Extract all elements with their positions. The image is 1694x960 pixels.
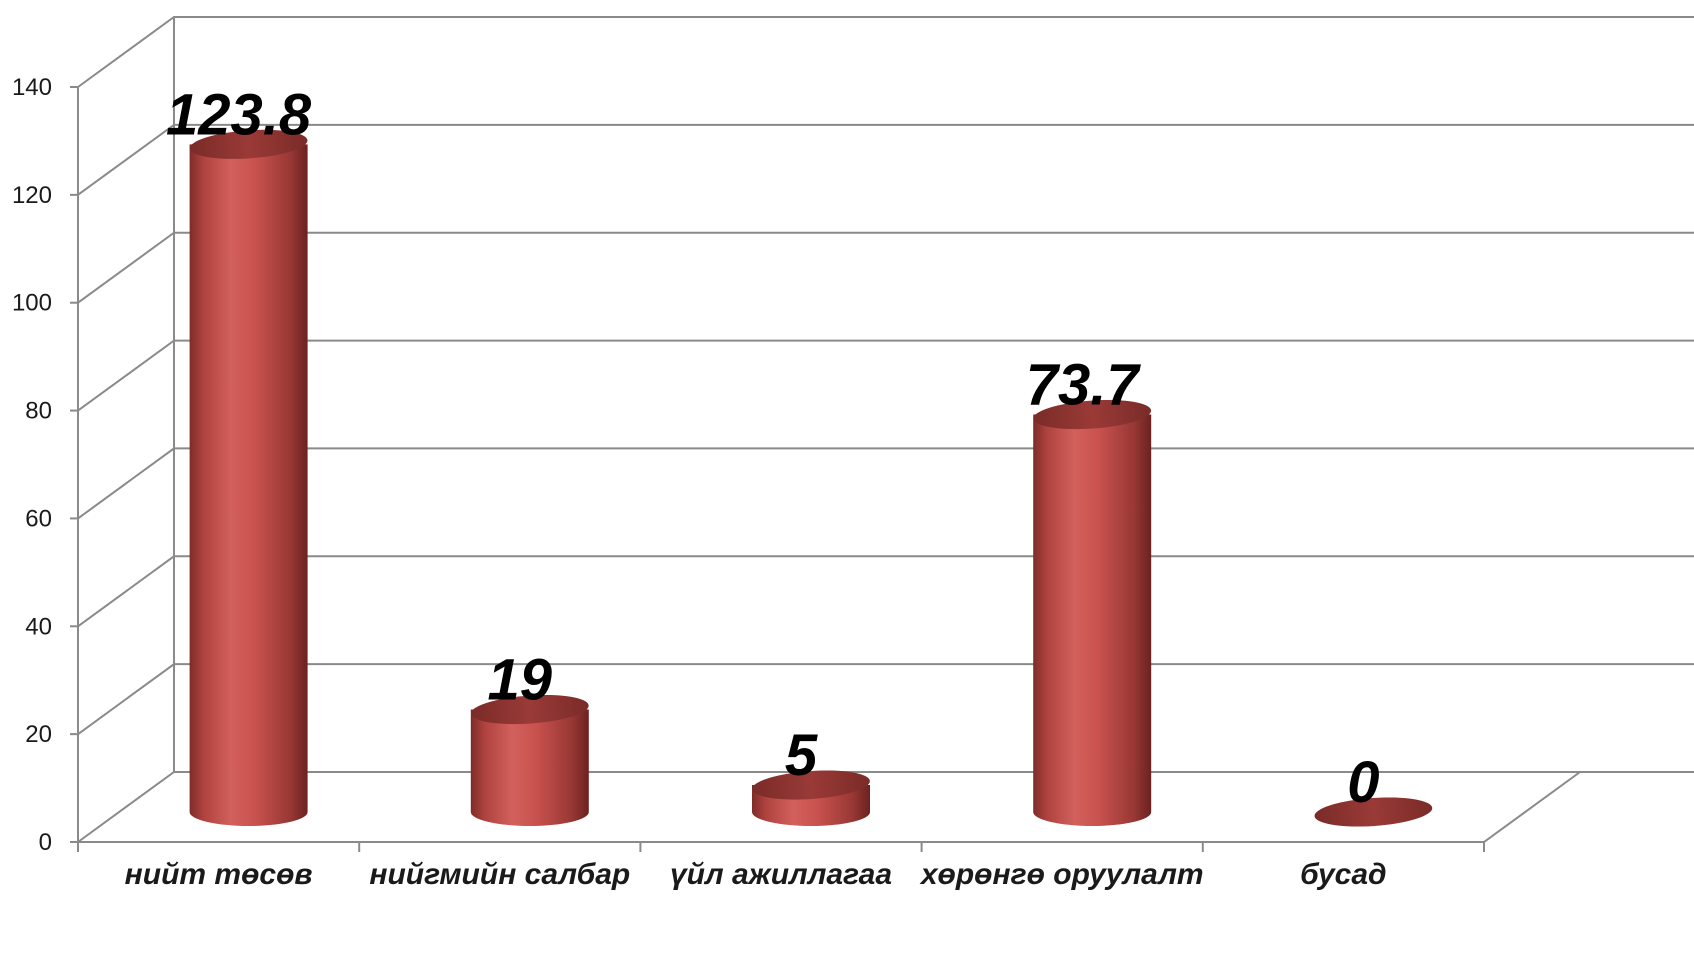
x-category-label: нийт төсөв	[125, 858, 313, 891]
bar-top	[1314, 797, 1433, 827]
y-tick-label: 140	[12, 74, 52, 101]
data-label: 19	[488, 648, 553, 713]
data-label: 123.8	[166, 82, 312, 147]
bar	[189, 129, 308, 827]
gridline	[77, 339, 1694, 412]
data-labels: 123.8 19 5 73.7 0	[166, 82, 1380, 815]
bar-body	[470, 709, 589, 827]
gridline	[77, 663, 1694, 735]
y-tick-label: 40	[25, 613, 52, 640]
y-tick-label: 80	[25, 398, 52, 425]
bar-top	[752, 770, 870, 800]
data-label: 0	[1347, 750, 1379, 815]
y-axis-tick-labels: 0 20 40 60 80 100 120 140	[12, 74, 52, 856]
x-axis-category-labels: нийт төсөв нийгмийн салбар үйл ажиллагаа хө…	[125, 858, 1387, 891]
bar	[470, 694, 589, 827]
bar-body	[189, 144, 308, 827]
x-category-label: нийгмийн салбар	[369, 858, 630, 891]
bars	[189, 129, 1433, 827]
y-tick-label: 20	[25, 721, 52, 748]
gridline	[77, 16, 1694, 88]
data-label: 73.7	[1026, 353, 1142, 418]
bar-top	[1033, 399, 1152, 430]
gridline	[77, 231, 1694, 304]
x-category-label: бусад	[1300, 858, 1386, 891]
gridline	[77, 123, 1694, 196]
bar-top	[470, 694, 589, 725]
x-category-label: хөрөнгө оруулалт	[919, 858, 1204, 891]
data-label: 5	[785, 723, 818, 788]
gridline	[77, 447, 1694, 520]
bar	[1314, 797, 1433, 827]
y-tick-label: 0	[39, 829, 52, 856]
bar	[752, 770, 870, 826]
gridlines	[77, 16, 1694, 735]
gridline	[77, 555, 1694, 628]
bar-top	[189, 129, 308, 159]
y-tick-label: 100	[12, 290, 52, 317]
y-tick-label: 60	[25, 505, 52, 532]
axes	[70, 17, 1694, 852]
y-tick-label: 120	[12, 182, 52, 209]
bar	[1033, 399, 1152, 827]
x-category-label: үйл ажиллагаа	[670, 858, 892, 891]
bar-body	[1033, 414, 1152, 827]
chart-floor	[77, 771, 1694, 843]
